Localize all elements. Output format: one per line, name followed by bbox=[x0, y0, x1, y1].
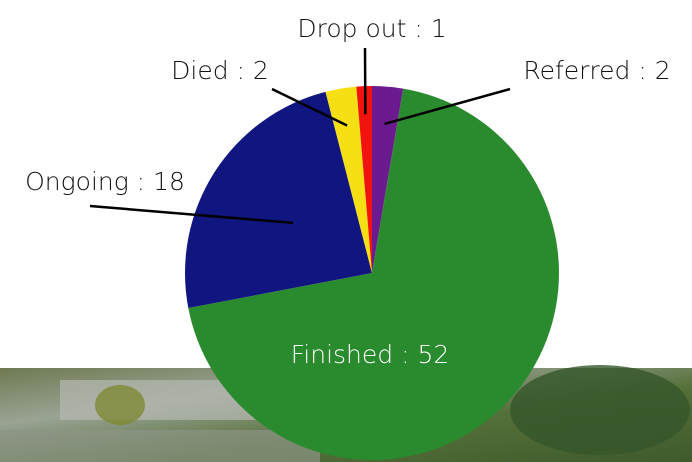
slice-label: Finished : 52 bbox=[291, 340, 450, 369]
pie bbox=[184, 86, 559, 460]
pie-slice bbox=[325, 86, 372, 273]
pie-slice bbox=[188, 88, 559, 460]
slice-label: Ongoing : 18 bbox=[25, 167, 185, 196]
slice-label: Drop out : 1 bbox=[297, 14, 446, 43]
leader-line bbox=[384, 87, 511, 126]
leader-line bbox=[271, 87, 348, 127]
pie-slice bbox=[356, 86, 372, 273]
slice-label: Died : 2 bbox=[171, 56, 269, 85]
pie-slice bbox=[184, 91, 372, 309]
pie-slice bbox=[372, 86, 404, 273]
leader-line bbox=[89, 204, 294, 225]
slice-label: Referred : 2 bbox=[523, 56, 670, 85]
labels: Referred : 2 Finished : 52 Ongoing : 18 Die… bbox=[25, 14, 671, 369]
